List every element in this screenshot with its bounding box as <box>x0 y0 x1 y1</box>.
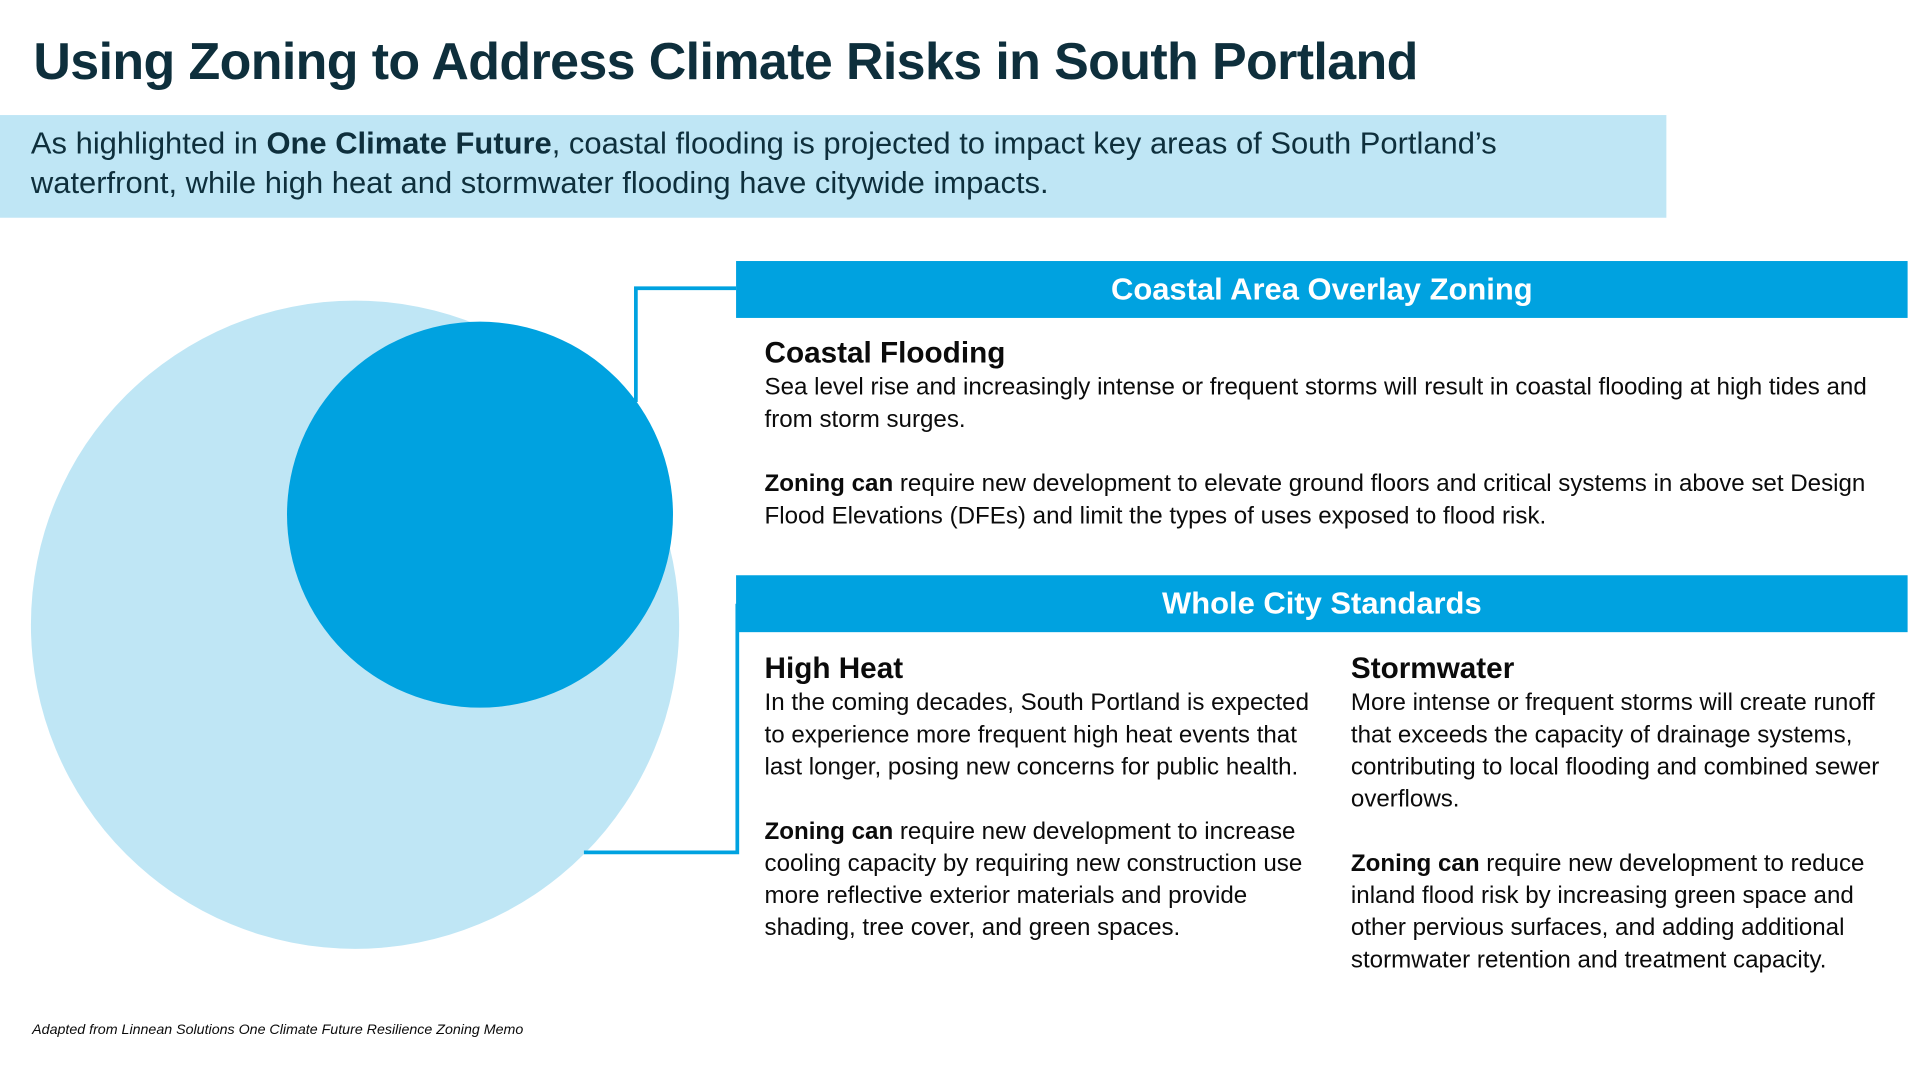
heat-heading: High Heat <box>764 651 904 686</box>
intro-text: As highlighted in One Climate Future, co… <box>30 126 1497 201</box>
coastal-header: Coastal Area Overlay Zoning <box>736 261 1908 318</box>
coastal-section: Coastal Flooding Sea level rise and incr… <box>765 336 1903 531</box>
coastal-body: Sea level rise and increasingly intense … <box>764 373 1867 433</box>
city-header: Whole City Standards <box>736 575 1908 633</box>
coastal-heading: Coastal Flooding <box>764 336 1006 370</box>
storm-heading: Stormwater <box>1350 651 1515 686</box>
heat-body: In the coming decades, South Portland is… <box>764 689 1310 781</box>
intro-banner: As highlighted in One Climate Future, co… <box>0 115 1667 218</box>
heat-section: High Heat In the coming decades, South P… <box>765 652 1322 944</box>
heat-zoning: Zoning can require new development to in… <box>764 817 1303 942</box>
coastal-connector <box>634 286 737 403</box>
coastal-circle <box>287 321 673 708</box>
storm-body: More intense or frequent storms will cre… <box>1350 689 1880 813</box>
page-title: Using Zoning to Address Climate Risks in… <box>33 32 1418 91</box>
storm-section: Stormwater More intense or frequent stor… <box>1351 652 1902 976</box>
coastal-zoning: Zoning can require new development to el… <box>764 470 1866 530</box>
footnote: Adapted from Linnean Solutions One Clima… <box>32 1023 524 1038</box>
city-connector <box>583 603 740 855</box>
storm-zoning: Zoning can require new development to re… <box>1350 849 1865 974</box>
